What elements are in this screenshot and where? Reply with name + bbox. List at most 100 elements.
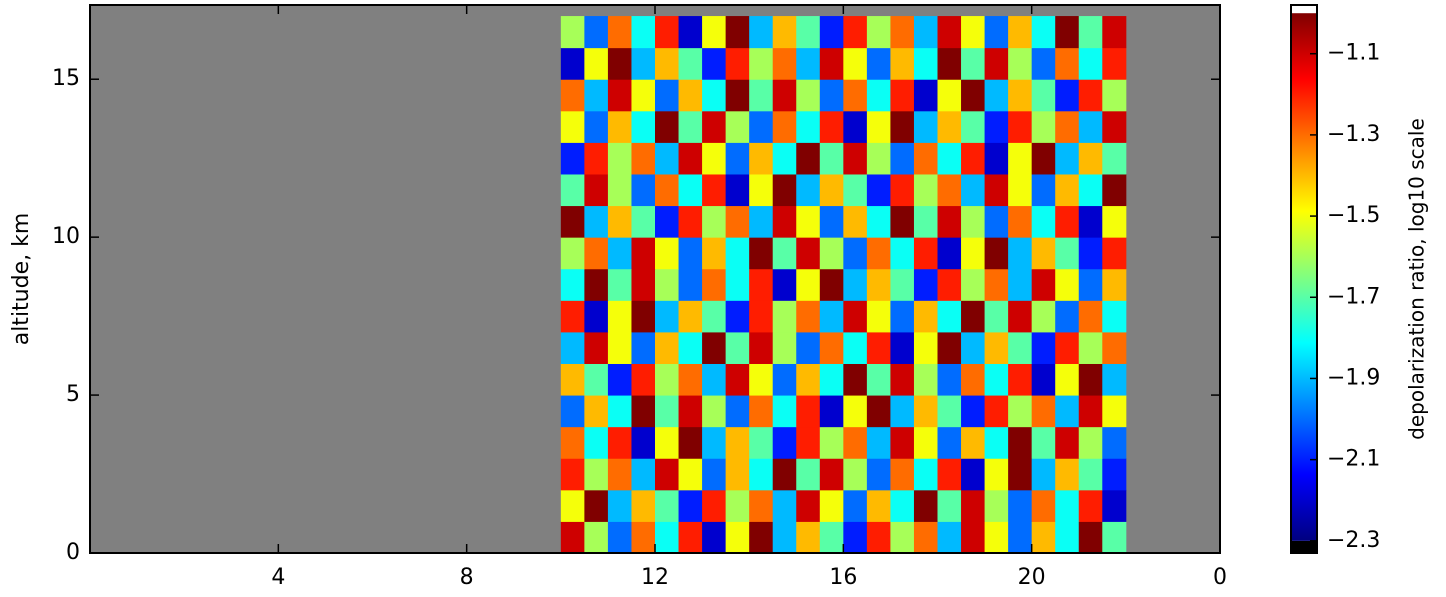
heat-cell — [702, 363, 727, 396]
heat-cell — [584, 331, 609, 364]
heat-cell — [1055, 489, 1080, 522]
heat-cell — [937, 458, 962, 491]
heat-cell — [678, 300, 703, 333]
heat-cell — [1078, 268, 1103, 301]
heat-cell — [1102, 489, 1127, 522]
heat-cell — [607, 16, 632, 49]
heat-cell — [772, 363, 797, 396]
heat-cell — [560, 142, 585, 175]
heat-cell — [1102, 363, 1127, 396]
heat-cell — [678, 173, 703, 207]
heat-cell — [843, 395, 868, 428]
heat-cell — [678, 395, 703, 428]
heat-cell — [819, 47, 844, 80]
heat-cell — [1055, 142, 1080, 175]
heat-cell — [961, 395, 986, 428]
heat-cell — [843, 426, 868, 459]
heat-cell — [678, 331, 703, 364]
heat-cell — [725, 426, 750, 459]
heat-cell — [560, 173, 585, 207]
heat-cell — [866, 521, 891, 554]
heat-cell — [1008, 331, 1033, 364]
heat-cell — [984, 237, 1009, 270]
heat-cell — [866, 331, 891, 364]
heat-cell — [937, 489, 962, 522]
colorbar-scale — [1291, 13, 1317, 541]
heat-cell — [1031, 79, 1056, 112]
heat-cell — [796, 489, 821, 522]
heat-cell — [607, 268, 632, 301]
heat-cell — [843, 458, 868, 491]
heat-cell — [702, 426, 727, 459]
heat-cell — [749, 521, 774, 554]
heat-cell — [1008, 110, 1033, 143]
heat-cell — [937, 521, 962, 554]
heat-cell — [1055, 426, 1080, 459]
heat-cell — [655, 489, 680, 522]
heat-cell — [961, 458, 986, 491]
heat-cell — [655, 300, 680, 333]
heat-cell — [655, 458, 680, 491]
heat-cell — [607, 237, 632, 270]
heat-cell — [772, 300, 797, 333]
heat-cell — [678, 237, 703, 270]
heat-cell — [1008, 458, 1033, 491]
heat-cell — [796, 521, 821, 554]
heat-cell — [819, 142, 844, 175]
heat-cell — [678, 426, 703, 459]
heat-cell — [1078, 16, 1103, 49]
heat-cell — [1078, 142, 1103, 175]
heat-cell — [1031, 363, 1056, 396]
heat-cell — [1031, 458, 1056, 491]
heat-cell — [631, 205, 656, 238]
heat-cell — [1102, 300, 1127, 333]
heat-cell — [984, 331, 1009, 364]
heat-cell — [631, 331, 656, 364]
heat-cell — [913, 142, 938, 175]
heat-cell — [702, 458, 727, 491]
heat-cell — [725, 205, 750, 238]
heat-cell — [843, 489, 868, 522]
x-tick-label: 20 — [1018, 565, 1046, 590]
heat-cell — [1102, 237, 1127, 270]
heat-cell — [560, 79, 585, 112]
heat-cell — [913, 363, 938, 396]
heat-cell — [607, 395, 632, 428]
heat-cell — [984, 110, 1009, 143]
heat-cell — [749, 395, 774, 428]
heat-cell — [796, 173, 821, 207]
heat-cell — [984, 205, 1009, 238]
heat-cell — [796, 47, 821, 80]
heat-cell — [984, 489, 1009, 522]
heat-cell — [819, 426, 844, 459]
heat-cell — [1008, 205, 1033, 238]
heat-cell — [607, 363, 632, 396]
heat-cell — [584, 426, 609, 459]
heat-cell — [961, 79, 986, 112]
heat-cell — [1102, 142, 1127, 175]
heat-cell — [655, 110, 680, 143]
heat-cell — [772, 426, 797, 459]
x-tick-label: 12 — [641, 565, 669, 590]
heat-cell — [725, 142, 750, 175]
heat-cell — [1055, 110, 1080, 143]
heat-cell — [772, 237, 797, 270]
heat-cell — [749, 47, 774, 80]
heat-cell — [1055, 331, 1080, 364]
heat-cell — [819, 458, 844, 491]
heat-cell — [843, 142, 868, 175]
heat-cell — [560, 363, 585, 396]
heat-cell — [584, 237, 609, 270]
heat-cell — [961, 142, 986, 175]
heat-cell — [843, 363, 868, 396]
heat-cell — [584, 363, 609, 396]
heat-cell — [749, 458, 774, 491]
heat-cell — [749, 300, 774, 333]
heat-cell — [749, 110, 774, 143]
heat-cell — [725, 300, 750, 333]
heat-cell — [631, 173, 656, 207]
heat-cell — [961, 16, 986, 49]
heat-cell — [560, 521, 585, 554]
heat-cell — [961, 521, 986, 554]
